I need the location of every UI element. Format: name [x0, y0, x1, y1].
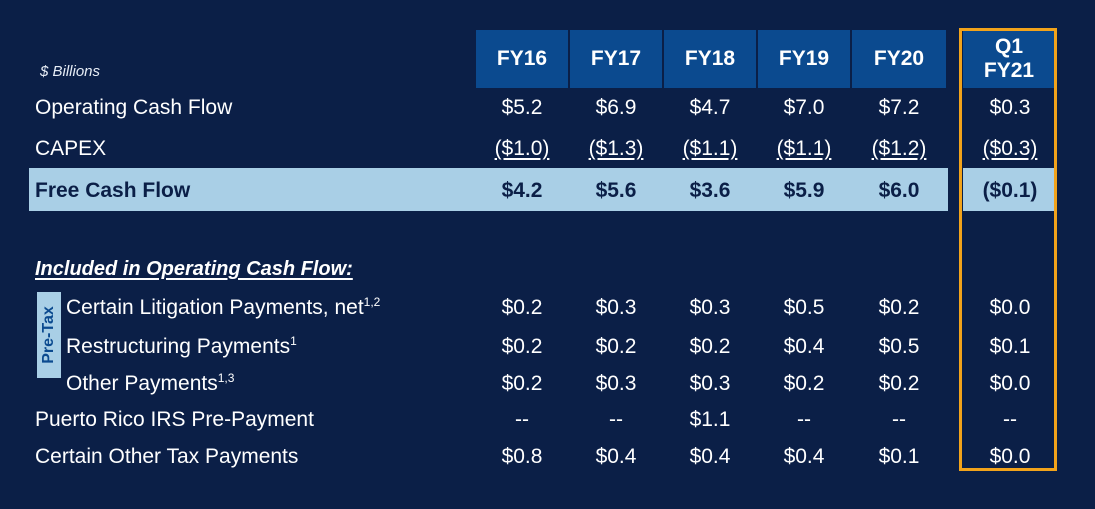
- cell-tax-fy17: $0.4: [595, 445, 637, 468]
- cell-ocf-q1fy21: $0.3: [989, 96, 1031, 119]
- cell-pr-fy19: --: [797, 408, 811, 431]
- header-fy16: FY16: [476, 30, 568, 88]
- cell-other-q1fy21: $0.0: [989, 372, 1031, 395]
- header-fy18: FY18: [664, 30, 756, 88]
- q1-fy21-highlight-box: [959, 28, 1057, 471]
- row-label-restructuring: Restructuring Payments1: [66, 335, 297, 359]
- cell-pr-fy17: --: [609, 408, 623, 431]
- cell-fcf-fy17: $5.6: [595, 179, 637, 202]
- header-q1-line2: FY21: [983, 59, 1035, 82]
- cell-ocf-fy20: $7.2: [878, 96, 920, 119]
- row-label-other-tax: Certain Other Tax Payments: [35, 445, 299, 468]
- cell-restructuring-fy18: $0.2: [689, 335, 731, 358]
- cell-capex-fy17: ($1.3): [588, 137, 644, 160]
- cell-fcf-fy18: $3.6: [689, 179, 731, 202]
- row-label-free-cash-flow: Free Cash Flow: [35, 179, 191, 202]
- header-q1-fy21: Q1 FY21: [963, 30, 1055, 88]
- restructuring-label-text: Restructuring Payments: [66, 335, 291, 358]
- row-label-other-payments: Other Payments1,3: [66, 372, 234, 396]
- cell-litigation-fy16: $0.2: [501, 296, 543, 319]
- cell-litigation-fy17: $0.3: [595, 296, 637, 319]
- cell-other-fy16: $0.2: [501, 372, 543, 395]
- restructuring-footnote: 1: [290, 334, 297, 348]
- cell-restructuring-fy16: $0.2: [501, 335, 543, 358]
- section-heading-included-in-ocf: Included in Operating Cash Flow:: [35, 258, 353, 280]
- cell-pr-fy20: --: [892, 408, 906, 431]
- header-fy19: FY19: [758, 30, 850, 88]
- other-payments-footnote: 1,3: [217, 371, 235, 385]
- pretax-label-box: [37, 292, 61, 378]
- free-cash-flow-band-q1: [963, 168, 1057, 211]
- cell-other-fy17: $0.3: [595, 372, 637, 395]
- cell-litigation-fy19: $0.5: [783, 296, 825, 319]
- free-cash-flow-band: [29, 168, 948, 211]
- header-fy17: FY17: [570, 30, 662, 88]
- cell-other-fy18: $0.3: [689, 372, 731, 395]
- cell-ocf-fy19: $7.0: [783, 96, 825, 119]
- cell-capex-fy20: ($1.2): [871, 137, 927, 160]
- cell-fcf-fy19: $5.9: [783, 179, 825, 202]
- cell-litigation-fy20: $0.2: [878, 296, 920, 319]
- cell-tax-fy20: $0.1: [878, 445, 920, 468]
- row-label-litigation: Certain Litigation Payments, net1,2: [66, 296, 380, 320]
- pretax-label-text: Pre-Tax: [40, 306, 58, 364]
- header-fy20: FY20: [852, 30, 946, 88]
- cell-pr-fy18: $1.1: [689, 408, 731, 431]
- other-payments-label-text: Other Payments: [66, 372, 218, 395]
- cell-capex-fy16: ($1.0): [494, 137, 550, 160]
- cell-capex-q1fy21: ($0.3): [982, 137, 1038, 160]
- cell-tax-q1fy21: $0.0: [989, 445, 1031, 468]
- units-label: $ Billions: [40, 63, 101, 80]
- cell-restructuring-fy19: $0.4: [783, 335, 825, 358]
- header-q1-line1: Q1: [994, 35, 1023, 58]
- row-label-operating-cash-flow: Operating Cash Flow: [35, 96, 233, 119]
- row-label-capex: CAPEX: [35, 137, 107, 160]
- cell-fcf-q1fy21: ($0.1): [982, 179, 1038, 202]
- cell-fcf-fy16: $4.2: [501, 179, 543, 202]
- row-label-puerto-rico: Puerto Rico IRS Pre-Payment: [35, 408, 314, 431]
- cell-other-fy20: $0.2: [878, 372, 920, 395]
- cell-capex-fy18: ($1.1): [682, 137, 738, 160]
- cell-other-fy19: $0.2: [783, 372, 825, 395]
- cell-restructuring-fy17: $0.2: [595, 335, 637, 358]
- litigation-label-text: Certain Litigation Payments, net: [66, 296, 364, 319]
- cell-restructuring-q1fy21: $0.1: [989, 335, 1031, 358]
- cell-fcf-fy20: $6.0: [878, 179, 920, 202]
- cell-pr-fy16: --: [515, 408, 529, 431]
- cell-litigation-fy18: $0.3: [689, 296, 731, 319]
- cell-tax-fy16: $0.8: [501, 445, 543, 468]
- cell-ocf-fy18: $4.7: [689, 96, 731, 119]
- cell-restructuring-fy20: $0.5: [878, 335, 920, 358]
- pretax-label: Pre-Tax: [37, 292, 61, 378]
- cell-ocf-fy17: $6.9: [595, 96, 637, 119]
- cell-tax-fy18: $0.4: [689, 445, 731, 468]
- cell-litigation-q1fy21: $0.0: [989, 296, 1031, 319]
- cell-tax-fy19: $0.4: [783, 445, 825, 468]
- litigation-footnote: 1,2: [363, 295, 381, 309]
- cell-capex-fy19: ($1.1): [776, 137, 832, 160]
- cell-pr-q1fy21: --: [1003, 408, 1017, 431]
- cell-ocf-fy16: $5.2: [501, 96, 543, 119]
